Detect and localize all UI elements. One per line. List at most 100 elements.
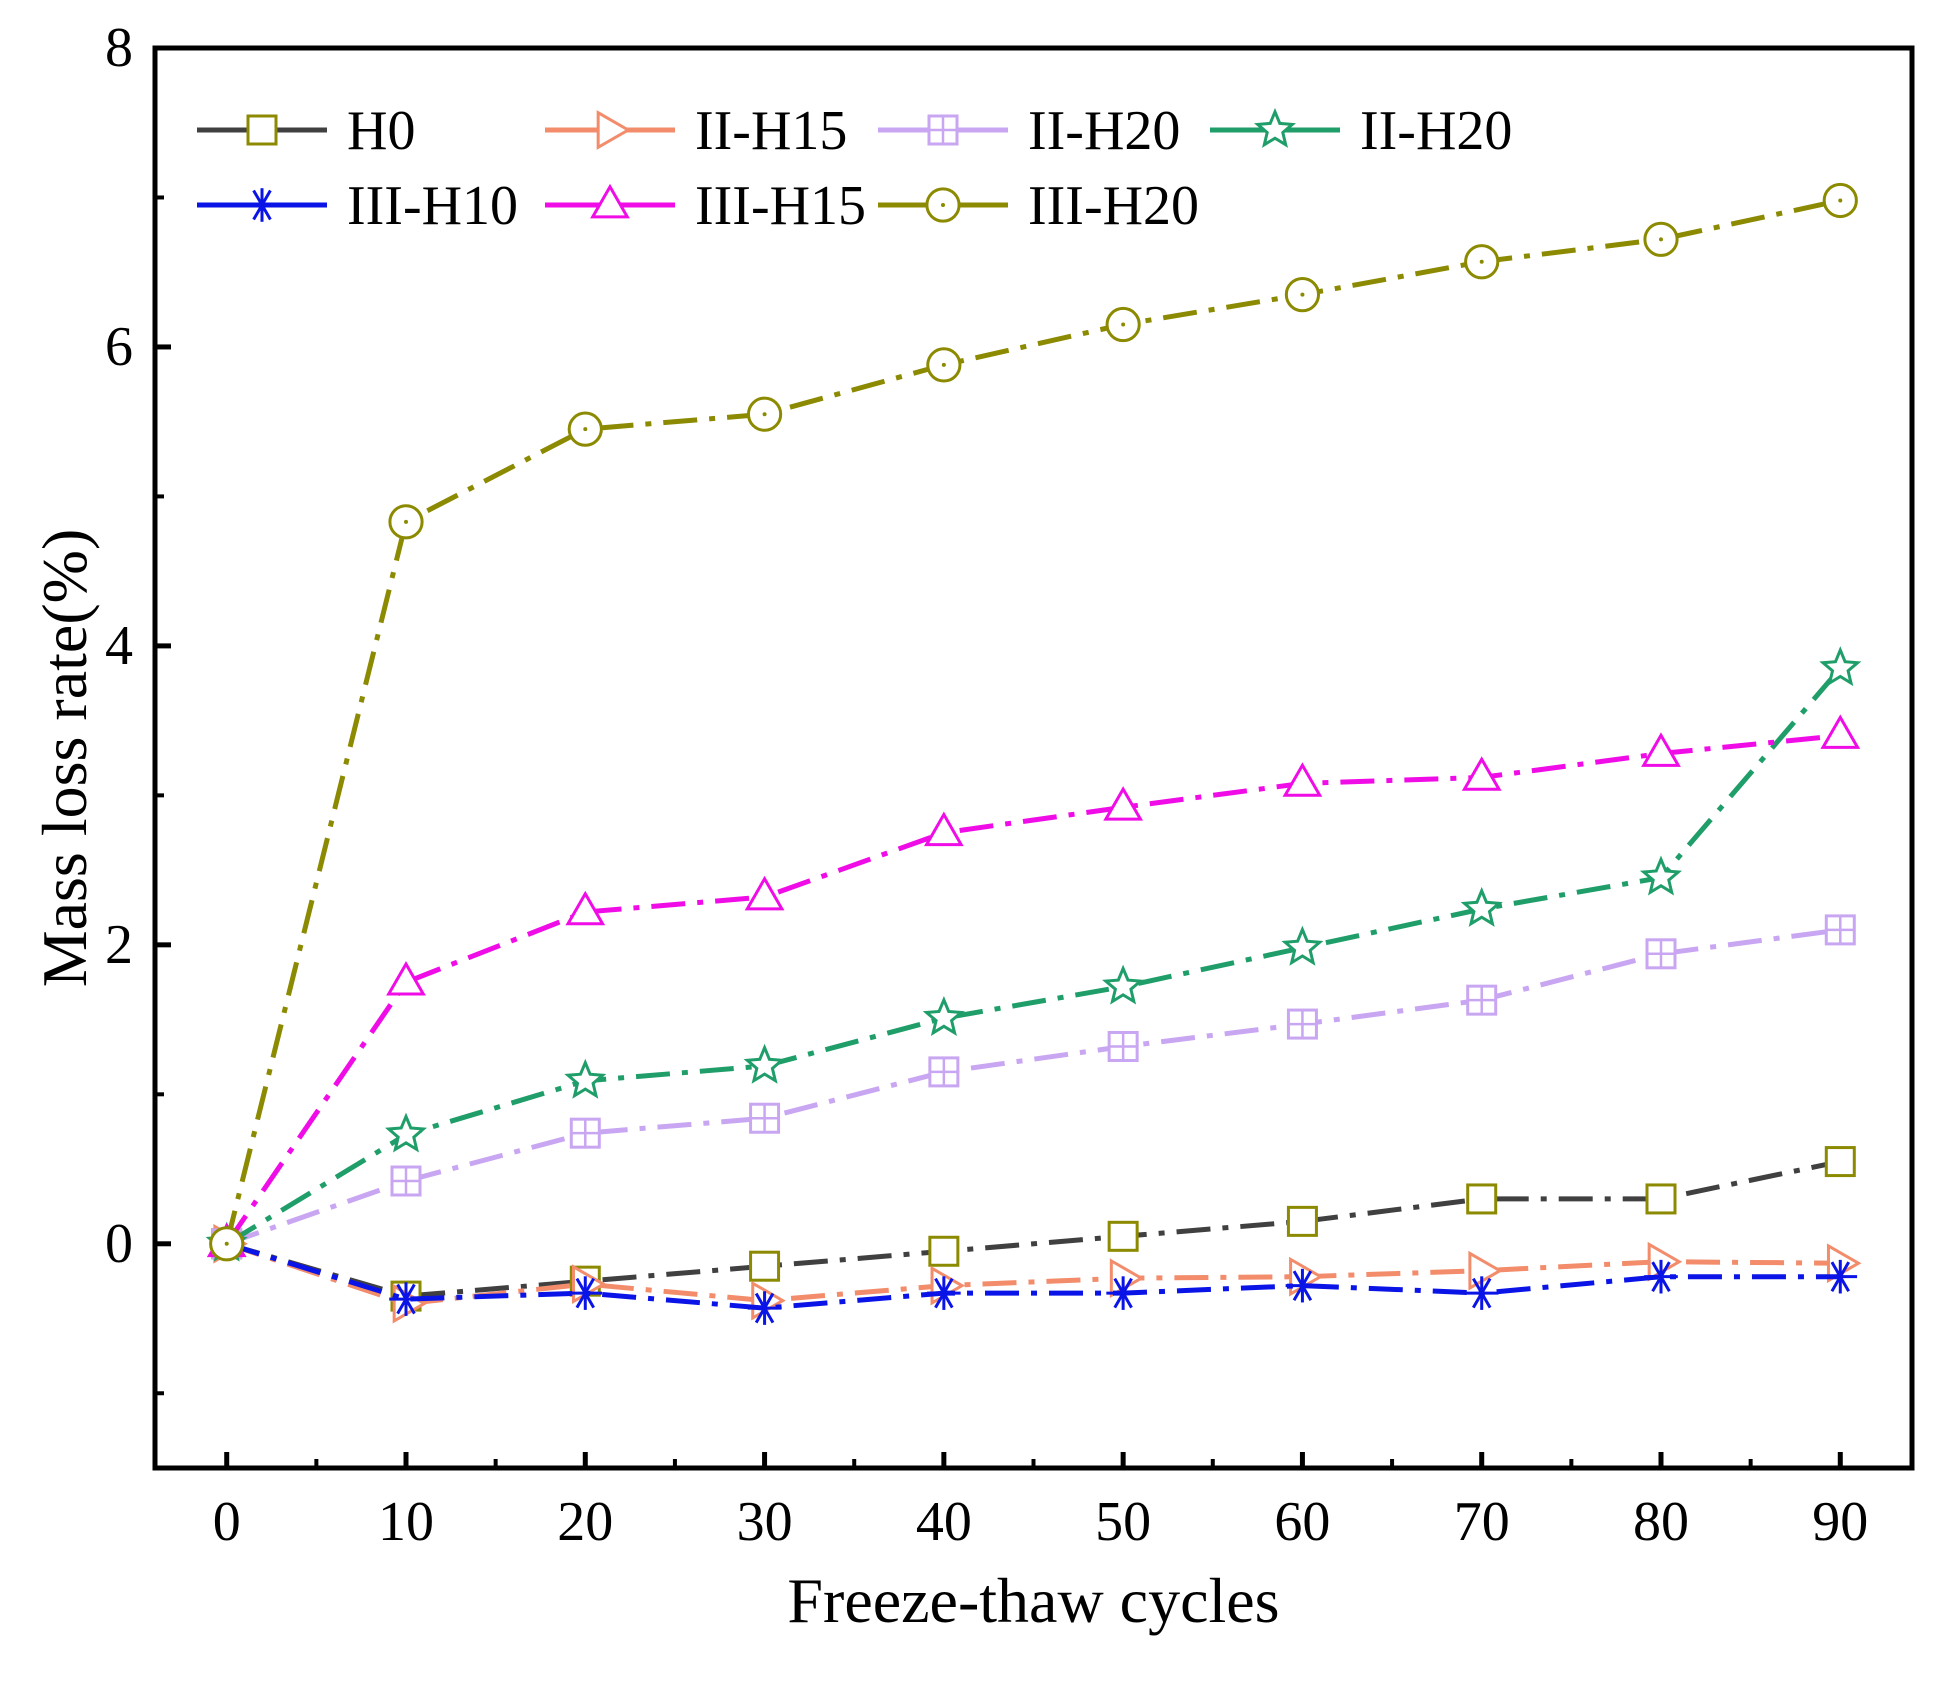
x-tick-label: 80 <box>1633 1491 1689 1553</box>
marker-shape <box>928 1235 960 1267</box>
marker-shape <box>1639 855 1683 896</box>
data-point <box>1644 1259 1678 1294</box>
series-line <box>224 198 1841 1245</box>
marker-shape <box>564 1058 607 1099</box>
marker-shape <box>385 1112 427 1153</box>
data-point <box>922 996 965 1036</box>
x-tick-label: 40 <box>916 1491 972 1553</box>
marker-shape <box>744 875 785 911</box>
series-layer <box>205 182 1862 1325</box>
data-point <box>1105 306 1141 343</box>
legend-entry: III-H20 <box>878 175 1199 237</box>
legend-marker <box>1253 107 1297 148</box>
marker-dot <box>1479 259 1484 264</box>
data-point <box>1286 1008 1318 1040</box>
marker-shape <box>1641 732 1681 767</box>
data-point <box>1468 1250 1503 1291</box>
data-point <box>1285 1268 1320 1303</box>
marker-shape <box>922 996 965 1036</box>
marker-dot <box>1121 322 1126 327</box>
data-point <box>209 1226 245 1262</box>
data-point <box>1286 1205 1318 1237</box>
y-tick-label: 0 <box>105 1213 133 1275</box>
legend-label: III-H10 <box>347 175 518 237</box>
marker-shape <box>1253 107 1297 148</box>
marker-shape <box>1461 756 1502 791</box>
data-point <box>1645 1183 1677 1215</box>
marker-dot <box>1659 237 1663 242</box>
marker-dot <box>1838 198 1843 203</box>
data-point <box>1639 855 1683 896</box>
marker-shape <box>1286 1205 1318 1237</box>
marker-shape <box>565 890 606 926</box>
series-5 <box>209 1226 1858 1325</box>
x-tick-label: 60 <box>1274 1491 1330 1553</box>
data-point <box>1466 1183 1498 1215</box>
data-point <box>1281 925 1324 966</box>
marker-shape <box>1102 964 1145 1005</box>
legend-label: III-H15 <box>695 175 866 237</box>
data-point <box>1823 1259 1858 1294</box>
data-point <box>1464 1276 1499 1310</box>
data-point <box>1824 1146 1856 1178</box>
y-tick-label: 8 <box>105 17 133 79</box>
legend-marker <box>590 183 630 219</box>
series-4 <box>205 646 1862 1262</box>
x-tick-label: 90 <box>1812 1491 1868 1553</box>
data-point <box>1461 756 1502 791</box>
data-point <box>389 1282 423 1316</box>
data-point <box>1820 714 1861 749</box>
legend-entry: III-H15 <box>545 175 866 237</box>
y-axis-title: Mass loss rate(%) <box>29 529 100 988</box>
legend-marker <box>246 114 278 146</box>
series-7 <box>209 182 1858 1262</box>
marker-shape <box>1819 646 1862 687</box>
marker-shape <box>1107 1220 1139 1252</box>
data-point <box>1107 1030 1139 1062</box>
series-6 <box>206 714 1861 1258</box>
legend-label: II-H20 <box>1360 100 1512 162</box>
series-line <box>224 733 1841 1246</box>
marker-dot <box>762 412 767 417</box>
data-point <box>1107 1220 1139 1252</box>
marker-shape <box>1820 714 1861 749</box>
marker-dot <box>941 362 946 367</box>
marker-dot <box>941 203 945 207</box>
x-tick-label: 0 <box>213 1491 241 1553</box>
data-point <box>1284 277 1321 313</box>
y-tick-label: 6 <box>105 316 133 378</box>
data-point <box>928 1056 960 1088</box>
data-point <box>1106 1276 1140 1310</box>
legend-entry: II-H20 <box>1210 100 1512 162</box>
data-point <box>923 811 964 847</box>
marker-dot <box>1300 292 1305 297</box>
data-point <box>926 347 962 383</box>
marker-shape <box>246 114 278 146</box>
data-point <box>1102 964 1145 1005</box>
series-line <box>225 1159 1841 1299</box>
data-point <box>1819 646 1862 687</box>
marker-shape <box>386 961 426 996</box>
data-point <box>744 875 785 911</box>
data-point <box>1641 732 1681 767</box>
legend-marker <box>925 187 961 223</box>
data-point <box>1822 182 1858 219</box>
data-point <box>1466 984 1498 1016</box>
series-line <box>225 1241 1841 1311</box>
legend-marker <box>596 110 632 150</box>
legend-marker <box>245 188 279 222</box>
data-point <box>567 411 603 447</box>
legend-label: III-H20 <box>1028 175 1199 237</box>
legend-label: II-H15 <box>695 100 847 162</box>
legend-entry: II-H15 <box>545 100 847 162</box>
data-point <box>1460 886 1503 927</box>
data-point <box>749 1102 781 1134</box>
series-line <box>225 666 1843 1246</box>
data-point <box>1824 914 1856 946</box>
marker-shape <box>1460 886 1503 927</box>
legend: H0 II-H15 II-H20 II-H20 III-H10 III-H15 III-H2… <box>197 100 1512 237</box>
data-point <box>1464 244 1500 280</box>
data-point <box>927 1276 961 1310</box>
marker-shape <box>1281 925 1324 966</box>
